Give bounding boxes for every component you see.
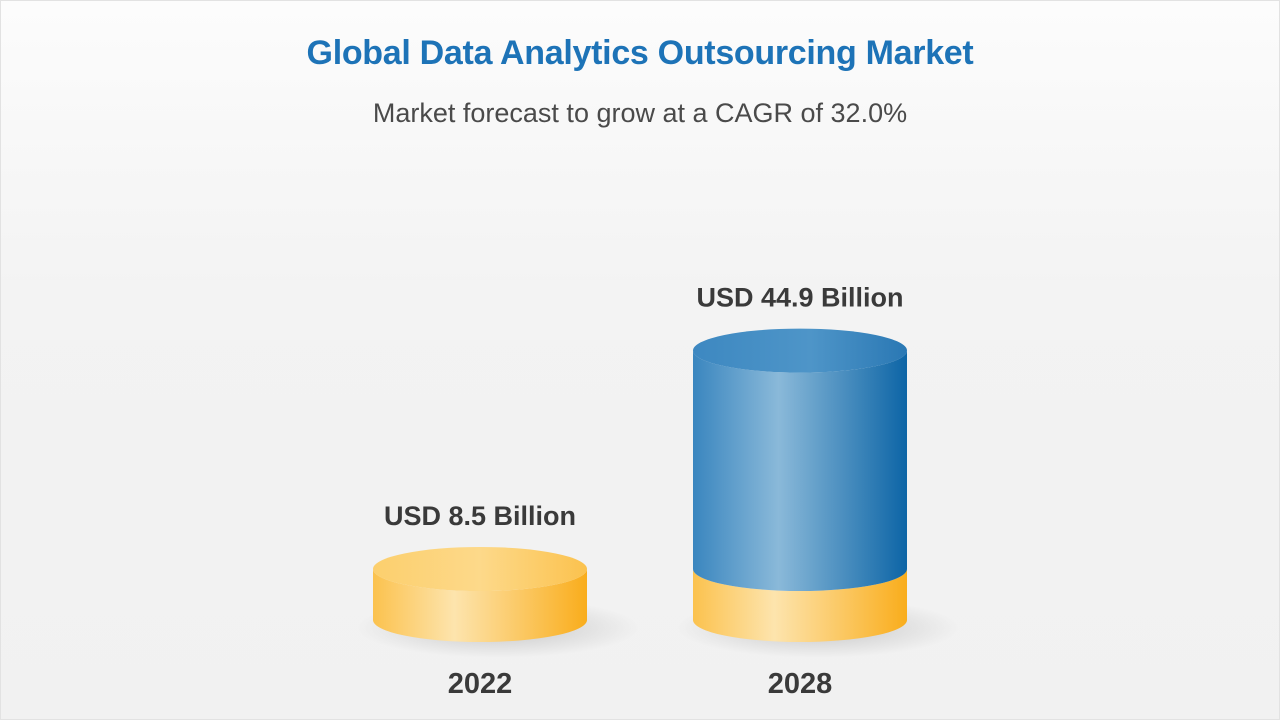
value-label-2028: USD 44.9 Billion — [696, 283, 903, 313]
bar-base-segment-2028 — [693, 569, 907, 642]
category-label-2028: 2028 — [768, 668, 833, 700]
bar-top-cap-2022 — [373, 547, 587, 591]
bar-growth-segment-2028 — [693, 350, 907, 591]
category-label-2022: 2022 — [448, 668, 513, 700]
value-label-2022: USD 8.5 Billion — [384, 501, 576, 531]
chart-title: Global Data Analytics Outsourcing Market — [306, 34, 974, 72]
bar-top-cap-2028 — [693, 328, 907, 373]
chart-subtitle: Market forecast to grow at a CAGR of 32.… — [372, 98, 908, 128]
bar-base-segment-2022 — [373, 569, 587, 642]
